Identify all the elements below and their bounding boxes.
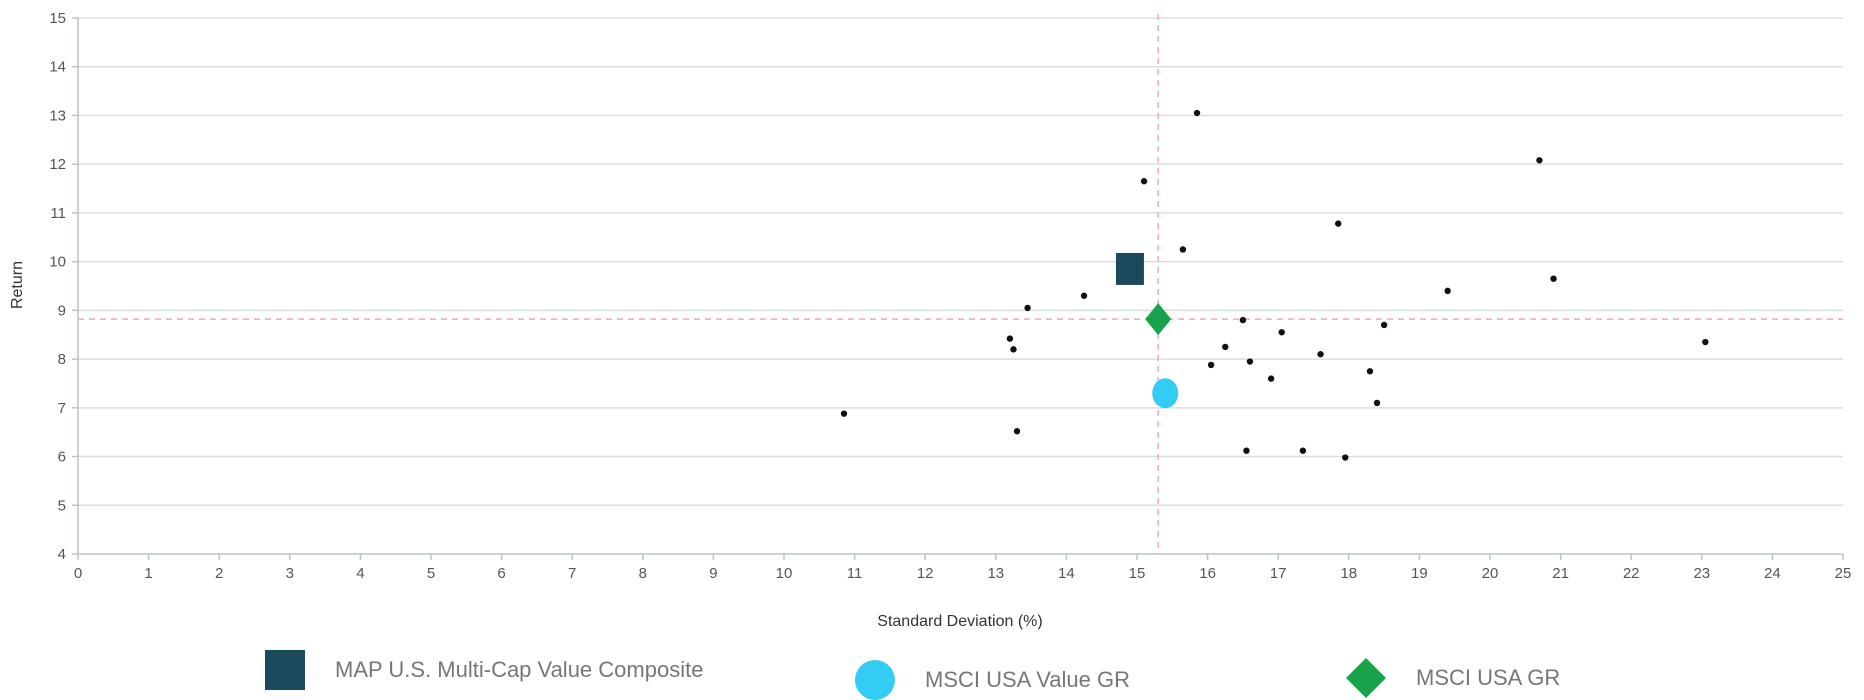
scatter-point	[1006, 335, 1014, 342]
axes	[72, 17, 1844, 560]
scatter-point	[1299, 447, 1307, 454]
y-tick-label: 7	[58, 400, 66, 417]
y-tick-label: 11	[50, 205, 66, 222]
x-tick-label: 22	[1623, 565, 1640, 582]
scatter-point	[1193, 109, 1201, 117]
y-tick-label: 15	[49, 10, 66, 27]
circle-marker-icon	[855, 660, 895, 700]
legend-item-msci-usa-value: MSCI USA Value GR	[855, 660, 1130, 700]
legend-item-composite: MAP U.S. Multi-Cap Value Composite	[265, 650, 703, 690]
x-tick-label: 7	[568, 565, 576, 582]
scatter-point	[1024, 304, 1031, 312]
square-marker-icon	[265, 650, 305, 690]
legend-label-msci-usa-value: MSCI USA Value GR	[925, 667, 1130, 692]
scatter-point	[1013, 428, 1021, 435]
y-tick-label: 8	[58, 351, 66, 368]
scatter-point	[1010, 346, 1017, 353]
scatter-point	[1380, 321, 1388, 329]
x-tick-label: 1	[144, 565, 152, 582]
legend-item-msci-usa: MSCI USA GR	[1346, 658, 1560, 698]
x-tick-label: 16	[1199, 565, 1216, 582]
reference-lines	[78, 14, 1843, 554]
y-tick-label: 9	[58, 302, 66, 319]
legend-label-composite: MAP U.S. Multi-Cap Value Composite	[335, 657, 704, 682]
y-tick-label: 13	[49, 107, 66, 124]
scatter-point	[1140, 178, 1148, 185]
x-tick-label: 9	[709, 565, 717, 582]
y-tick-label: 6	[58, 449, 66, 466]
x-tick-label: 5	[427, 565, 435, 582]
composite-marker	[1115, 252, 1144, 285]
scatter-point	[1179, 246, 1187, 253]
x-tick-label: 4	[356, 565, 364, 582]
x-tick-label: 24	[1764, 565, 1781, 582]
scatter-point	[1080, 292, 1088, 299]
x-tick-label: 18	[1340, 565, 1357, 582]
scatter-point	[1536, 157, 1543, 164]
x-tick-label: 17	[1270, 565, 1287, 582]
scatter-point	[1373, 399, 1381, 407]
scatter-point	[1702, 338, 1709, 346]
scatter-point	[1246, 358, 1254, 365]
x-tick-label: 21	[1552, 565, 1569, 582]
scatter-point	[1550, 275, 1557, 282]
scatter-point	[1207, 361, 1215, 369]
x-tick-label: 12	[917, 565, 934, 582]
y-tick-label: 14	[49, 59, 66, 76]
grid-layer	[78, 17, 1843, 507]
x-tick-label: 3	[286, 565, 294, 582]
scatter-point	[1317, 351, 1324, 358]
data-points	[840, 109, 1709, 461]
scatter-point	[1335, 220, 1342, 227]
scatter-point	[1444, 287, 1451, 295]
x-tick-label: 20	[1482, 565, 1499, 582]
scatter-point	[1366, 368, 1374, 375]
x-tick-label: 19	[1411, 565, 1428, 582]
x-tick-label: 11	[847, 565, 863, 582]
scatter-point	[1267, 375, 1275, 382]
scatter-point	[840, 410, 848, 417]
x-tick-label: 14	[1058, 565, 1075, 582]
x-tick-label: 25	[1835, 565, 1852, 582]
legend: MAP U.S. Multi-Cap Value Composite MSCI …	[0, 650, 1864, 700]
scatter-point	[1243, 447, 1250, 454]
diamond-marker-icon	[1346, 658, 1386, 698]
y-tick-label: 4	[58, 546, 66, 563]
scatter-point	[1239, 316, 1247, 324]
x-tick-label: 10	[776, 565, 793, 582]
x-tick-label: 6	[497, 565, 505, 582]
x-tick-label: 15	[1129, 565, 1146, 582]
y-tick-label: 12	[49, 156, 66, 173]
legend-label-msci-usa: MSCI USA GR	[1416, 665, 1561, 690]
x-axis-title: Standard Deviation (%)	[877, 613, 1042, 630]
y-tick-label: 10	[49, 254, 66, 271]
scatter-point	[1278, 329, 1285, 336]
scatter-point	[1222, 343, 1229, 351]
x-tick-label: 2	[215, 565, 223, 582]
x-tick-label: 13	[987, 565, 1004, 582]
msci-usa-marker	[1145, 303, 1172, 336]
y-axis-title: Return	[9, 261, 26, 309]
x-tick-label: 8	[639, 565, 647, 582]
x-tick-label: 0	[74, 565, 82, 582]
x-tick-label: 23	[1693, 565, 1710, 582]
y-tick-label: 5	[58, 497, 66, 514]
msci-usa-value-marker	[1152, 378, 1179, 409]
scatter-point	[1342, 454, 1349, 461]
